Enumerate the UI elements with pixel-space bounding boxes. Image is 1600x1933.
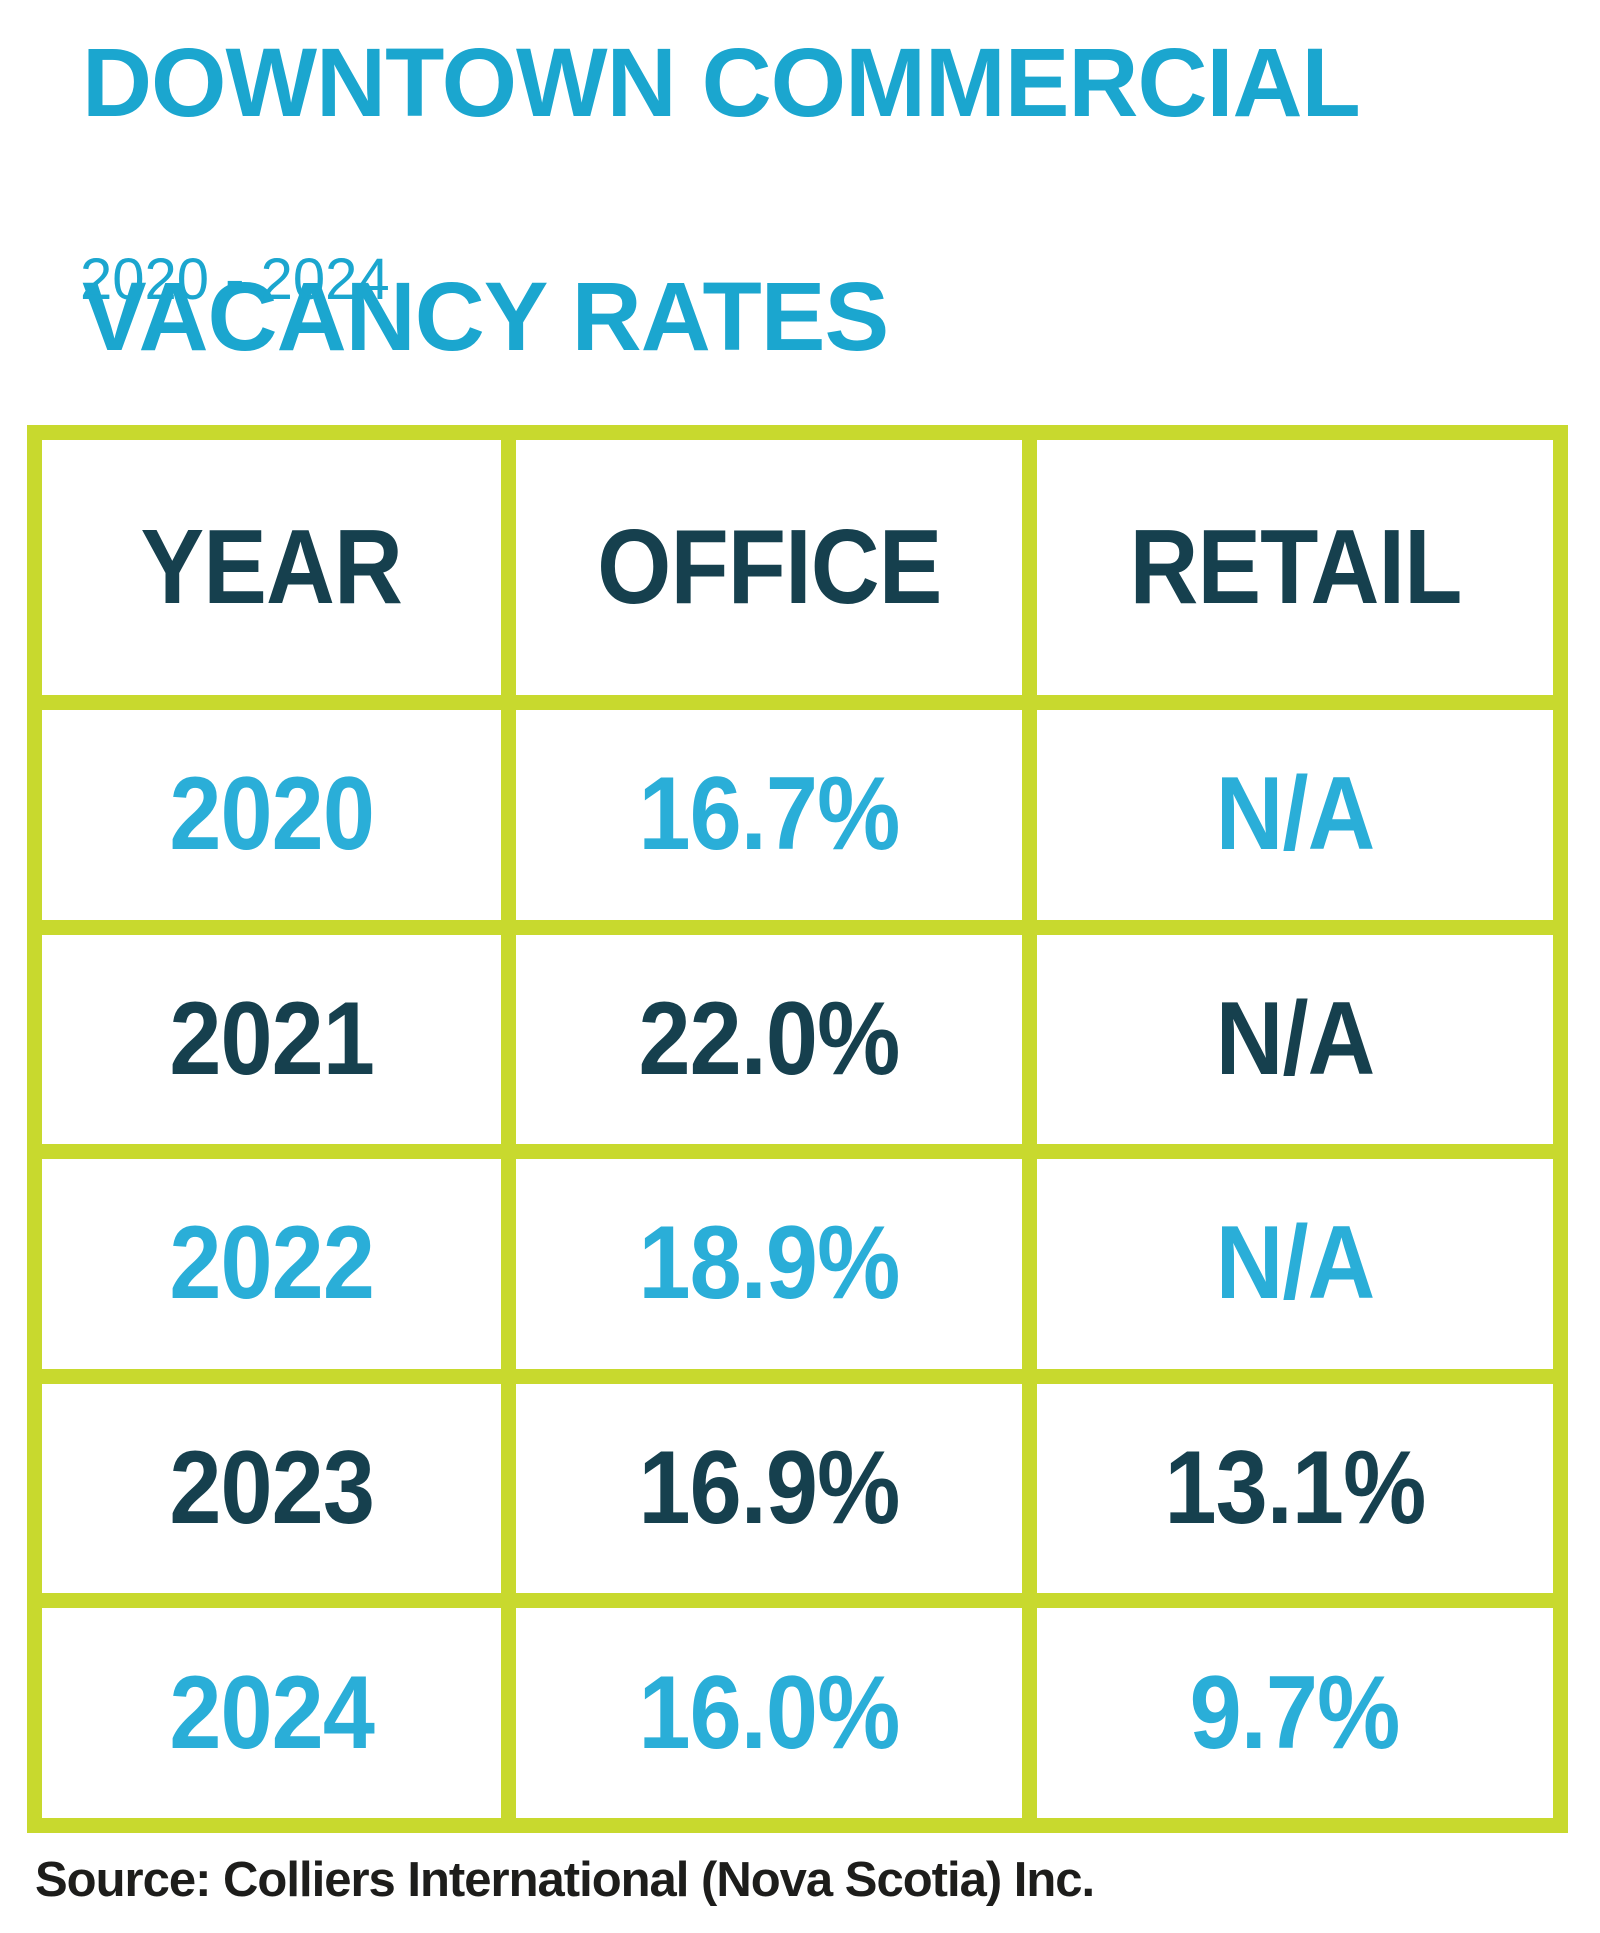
year-value: 2023 — [169, 1430, 375, 1547]
table-row-2023-office-cell: 16.9% — [516, 1383, 1022, 1594]
page-subtitle: 2020 - 2024 — [80, 247, 390, 312]
column-header-office-label: OFFICE — [596, 508, 942, 626]
table-row-2024-retail-cell: 9.7% — [1037, 1608, 1553, 1818]
page-title-line2: VACANCY RATES — [82, 262, 889, 371]
office-vacancy-value: 16.7% — [638, 756, 901, 873]
table-row-2024-office-cell: 16.0% — [516, 1608, 1022, 1818]
office-vacancy-value: 18.9% — [638, 1205, 901, 1322]
column-header-retail: RETAIL — [1037, 440, 1553, 695]
table-row-2023-retail-cell: 13.1% — [1037, 1383, 1553, 1594]
retail-vacancy-value: 13.1% — [1164, 1430, 1427, 1547]
year-value: 2024 — [169, 1654, 375, 1771]
table-row-2022-retail-cell: N/A — [1037, 1159, 1553, 1369]
page-title: DOWNTOWN COMMERCIAL VACANCY RATES — [82, 24, 1361, 375]
table-row-2021-year-cell: 2021 — [42, 934, 501, 1145]
table-row-2021-retail-cell: N/A — [1037, 934, 1553, 1145]
vacancy-rates-table: YEAR OFFICE RETAIL 2020 16.7% N/A 2021 2… — [27, 425, 1568, 1833]
table-row-2020-office-cell: 16.7% — [516, 710, 1022, 920]
table-row-2020-year-cell: 2020 — [42, 710, 501, 920]
table-row-2020-retail-cell: N/A — [1037, 710, 1553, 920]
table-row-2021-office-cell: 22.0% — [516, 934, 1022, 1145]
retail-vacancy-value: N/A — [1215, 980, 1375, 1097]
column-header-retail-label: RETAIL — [1128, 508, 1462, 626]
column-header-year-label: YEAR — [140, 508, 403, 626]
column-header-office: OFFICE — [516, 440, 1022, 695]
table-row-2023-year-cell: 2023 — [42, 1383, 501, 1594]
retail-vacancy-value: N/A — [1215, 756, 1375, 873]
year-value: 2020 — [169, 756, 375, 873]
table-row-2024-year-cell: 2024 — [42, 1608, 501, 1818]
table-row-2022-office-cell: 18.9% — [516, 1159, 1022, 1369]
year-value: 2022 — [169, 1205, 375, 1322]
retail-vacancy-value: 9.7% — [1190, 1654, 1401, 1771]
table-row-2022-year-cell: 2022 — [42, 1159, 501, 1369]
office-vacancy-value: 16.9% — [638, 1430, 901, 1547]
office-vacancy-value: 16.0% — [638, 1654, 901, 1771]
retail-vacancy-value: N/A — [1215, 1205, 1375, 1322]
page-title-line1: DOWNTOWN COMMERCIAL — [82, 28, 1361, 137]
office-vacancy-value: 22.0% — [638, 980, 901, 1097]
source-attribution: Source: Colliers International (Nova Sco… — [35, 1853, 1095, 1907]
column-header-year: YEAR — [42, 440, 501, 695]
year-value: 2021 — [169, 980, 375, 1097]
